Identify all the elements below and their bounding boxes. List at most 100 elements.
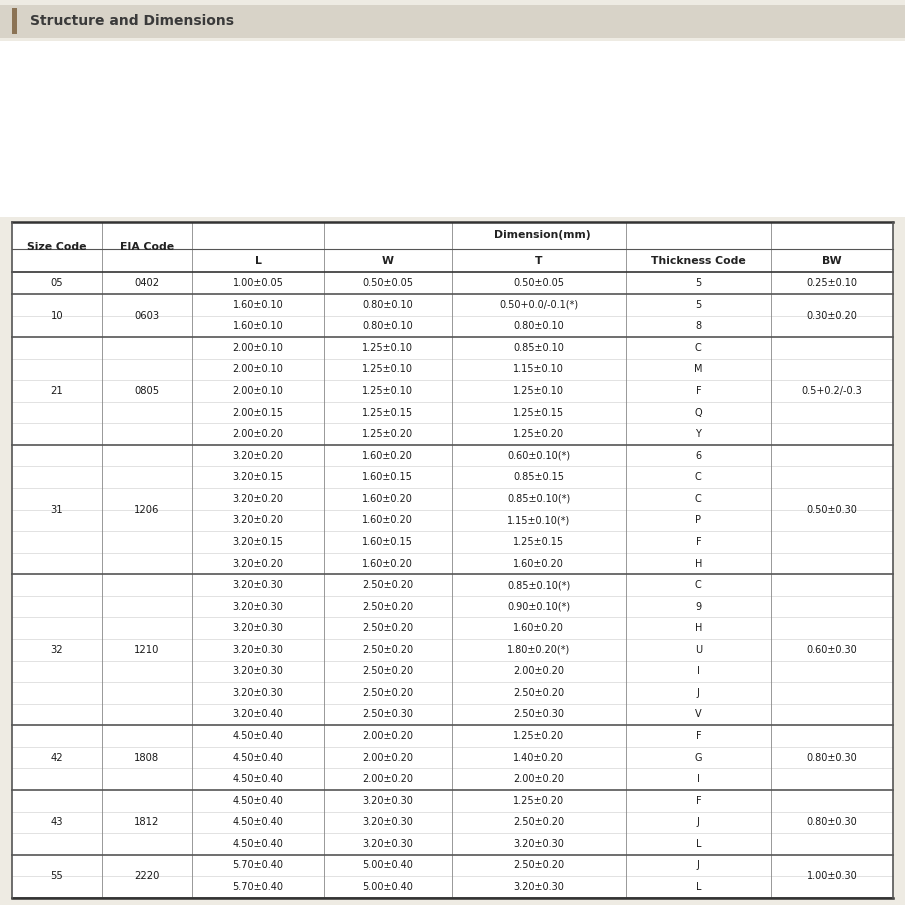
Text: T: T bbox=[254, 145, 262, 158]
Text: 3.20±0.30: 3.20±0.30 bbox=[233, 602, 283, 612]
Text: F: F bbox=[696, 537, 701, 547]
Text: 0.50±0.05: 0.50±0.05 bbox=[513, 278, 564, 288]
Text: C: C bbox=[695, 494, 701, 504]
Text: 0.90±0.10(*): 0.90±0.10(*) bbox=[507, 602, 570, 612]
Text: 1.60±0.20: 1.60±0.20 bbox=[513, 558, 564, 568]
Text: 1.80±0.20(*): 1.80±0.20(*) bbox=[507, 644, 570, 655]
Text: 21: 21 bbox=[51, 386, 63, 396]
Text: 4.50±0.40: 4.50±0.40 bbox=[233, 817, 283, 827]
Text: V: V bbox=[695, 710, 701, 719]
Text: 1.40±0.20: 1.40±0.20 bbox=[513, 753, 564, 763]
Text: 0402: 0402 bbox=[134, 278, 159, 288]
Text: 3.20±0.30: 3.20±0.30 bbox=[362, 795, 414, 805]
Text: C: C bbox=[695, 343, 701, 353]
Text: 0.25±0.10: 0.25±0.10 bbox=[806, 278, 858, 288]
Text: 5.00±0.40: 5.00±0.40 bbox=[362, 882, 414, 892]
Text: G: G bbox=[694, 753, 702, 763]
Text: 0.85±0.10: 0.85±0.10 bbox=[513, 343, 564, 353]
Text: 4.50±0.40: 4.50±0.40 bbox=[233, 774, 283, 784]
Text: Dimension(mm): Dimension(mm) bbox=[494, 230, 591, 241]
Text: L: L bbox=[696, 882, 701, 892]
Text: 1.25±0.15: 1.25±0.15 bbox=[513, 537, 564, 547]
Text: 1808: 1808 bbox=[134, 753, 159, 763]
Text: 1.25±0.10: 1.25±0.10 bbox=[362, 386, 414, 396]
Text: 2.50±0.20: 2.50±0.20 bbox=[513, 861, 564, 871]
Text: L: L bbox=[462, 52, 469, 65]
Text: F: F bbox=[696, 795, 701, 805]
Text: 3.20±0.15: 3.20±0.15 bbox=[233, 472, 283, 482]
Text: H: H bbox=[695, 558, 702, 568]
Text: BW: BW bbox=[321, 201, 342, 214]
Text: U: U bbox=[695, 644, 702, 655]
Text: EIA Code: EIA Code bbox=[119, 242, 174, 252]
Text: 0.80±0.10: 0.80±0.10 bbox=[513, 321, 564, 331]
Text: 1.25±0.20: 1.25±0.20 bbox=[362, 429, 414, 439]
Text: 1.25±0.10: 1.25±0.10 bbox=[362, 343, 414, 353]
Text: 4.50±0.40: 4.50±0.40 bbox=[233, 731, 283, 741]
Text: 4.50±0.40: 4.50±0.40 bbox=[233, 795, 283, 805]
Text: 1.15±0.10: 1.15±0.10 bbox=[513, 365, 564, 375]
Text: 3.20±0.30: 3.20±0.30 bbox=[233, 688, 283, 698]
Text: J: J bbox=[697, 688, 700, 698]
Text: 0.50+0.0/-0.1(*): 0.50+0.0/-0.1(*) bbox=[500, 300, 578, 310]
Text: 1.60±0.20: 1.60±0.20 bbox=[362, 494, 414, 504]
Text: 31: 31 bbox=[51, 505, 63, 515]
Text: P: P bbox=[695, 515, 701, 526]
Text: Q: Q bbox=[694, 407, 702, 417]
Text: 3.20±0.15: 3.20±0.15 bbox=[233, 537, 283, 547]
Text: 1.60±0.10: 1.60±0.10 bbox=[233, 321, 283, 331]
Text: 3.20±0.20: 3.20±0.20 bbox=[233, 515, 283, 526]
Text: 1.25±0.10: 1.25±0.10 bbox=[513, 386, 564, 396]
Text: Y: Y bbox=[695, 429, 701, 439]
Text: 2.50±0.30: 2.50±0.30 bbox=[513, 710, 564, 719]
Text: 2.50±0.30: 2.50±0.30 bbox=[362, 710, 414, 719]
Text: J: J bbox=[697, 861, 700, 871]
Text: 0805: 0805 bbox=[134, 386, 159, 396]
Text: 3.20±0.30: 3.20±0.30 bbox=[233, 666, 283, 676]
Text: 1.60±0.15: 1.60±0.15 bbox=[362, 537, 414, 547]
Text: F: F bbox=[696, 386, 701, 396]
Text: L: L bbox=[696, 839, 701, 849]
Text: W: W bbox=[660, 110, 672, 123]
Text: H: H bbox=[695, 624, 702, 634]
Text: 2.00±0.20: 2.00±0.20 bbox=[513, 666, 564, 676]
Text: 6: 6 bbox=[695, 451, 701, 461]
Text: 1.25±0.20: 1.25±0.20 bbox=[513, 731, 564, 741]
Text: 4.50±0.40: 4.50±0.40 bbox=[233, 839, 283, 849]
Text: 2.50±0.20: 2.50±0.20 bbox=[362, 688, 414, 698]
Text: T: T bbox=[535, 255, 542, 266]
Text: 3.20±0.30: 3.20±0.30 bbox=[362, 839, 414, 849]
Text: 0.5+0.2/-0.3: 0.5+0.2/-0.3 bbox=[802, 386, 862, 396]
Text: 3.20±0.40: 3.20±0.40 bbox=[233, 710, 283, 719]
Text: 0.60±0.10(*): 0.60±0.10(*) bbox=[507, 451, 570, 461]
Text: 0.80±0.10: 0.80±0.10 bbox=[363, 321, 414, 331]
Text: 2220: 2220 bbox=[134, 872, 159, 881]
Text: 5.70±0.40: 5.70±0.40 bbox=[233, 861, 283, 871]
Text: 2.00±0.20: 2.00±0.20 bbox=[233, 429, 283, 439]
Text: M: M bbox=[694, 365, 702, 375]
Text: 0.85±0.15: 0.85±0.15 bbox=[513, 472, 564, 482]
Text: 5: 5 bbox=[695, 300, 701, 310]
Text: 2.00±0.20: 2.00±0.20 bbox=[362, 753, 414, 763]
Text: 3.20±0.20: 3.20±0.20 bbox=[233, 558, 283, 568]
Text: 0603: 0603 bbox=[134, 310, 159, 320]
Text: 2.50±0.20: 2.50±0.20 bbox=[362, 666, 414, 676]
Text: 55: 55 bbox=[51, 872, 63, 881]
Text: 1812: 1812 bbox=[134, 817, 159, 827]
Text: 9: 9 bbox=[695, 602, 701, 612]
Text: 1.60±0.20: 1.60±0.20 bbox=[362, 558, 414, 568]
Text: 3.20±0.30: 3.20±0.30 bbox=[233, 580, 283, 590]
Text: 3.20±0.20: 3.20±0.20 bbox=[233, 451, 283, 461]
Text: 1.00±0.05: 1.00±0.05 bbox=[233, 278, 283, 288]
Text: 0.60±0.30: 0.60±0.30 bbox=[806, 644, 857, 655]
Text: Size Code: Size Code bbox=[27, 242, 87, 252]
Text: 3.20±0.30: 3.20±0.30 bbox=[513, 882, 564, 892]
Text: 10: 10 bbox=[51, 310, 63, 320]
Text: 1.60±0.20: 1.60±0.20 bbox=[362, 515, 414, 526]
Text: 2.00±0.20: 2.00±0.20 bbox=[513, 774, 564, 784]
Text: 2.50±0.20: 2.50±0.20 bbox=[513, 817, 564, 827]
Text: 0.30±0.20: 0.30±0.20 bbox=[806, 310, 857, 320]
Text: 3.20±0.30: 3.20±0.30 bbox=[233, 624, 283, 634]
Text: 0.85±0.10(*): 0.85±0.10(*) bbox=[507, 580, 570, 590]
Text: 3.20±0.30: 3.20±0.30 bbox=[362, 817, 414, 827]
